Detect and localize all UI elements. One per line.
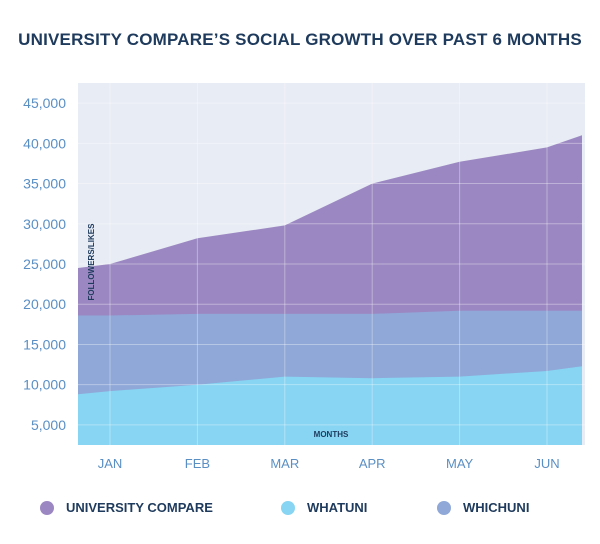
y-tick-label: 40,000 [23, 135, 66, 151]
y-tick-label: 25,000 [23, 256, 66, 272]
y-tick-label: 15,000 [23, 336, 66, 352]
legend-label-whatuni: WHATUNI [307, 500, 368, 515]
y-tick-label: 35,000 [23, 176, 66, 192]
x-tick-label: FEB [185, 456, 210, 471]
x-axis-label: MONTHS [314, 430, 349, 439]
y-tick-label: 20,000 [23, 296, 66, 312]
x-tick-label: MAR [270, 456, 299, 471]
y-axis-label: FOLLOWERS/LIKES [87, 223, 96, 301]
x-tick-label: APR [359, 456, 386, 471]
y-tick-label: 10,000 [23, 377, 66, 393]
legend: UNIVERSITY COMPARE WHATUNI WHICHUNI [0, 500, 600, 524]
x-tick-label: MAY [446, 456, 474, 471]
legend-item-university-compare: UNIVERSITY COMPARE [40, 500, 213, 515]
chart-title: UNIVERSITY COMPARE’S SOCIAL GROWTH OVER … [18, 30, 582, 49]
legend-swatch-whichuni [437, 500, 451, 515]
x-tick-label: JUN [534, 456, 559, 471]
y-tick-label: 30,000 [23, 216, 66, 232]
legend-swatch-university-compare [40, 500, 54, 515]
legend-label-whichuni: WHICHUNI [463, 500, 530, 515]
legend-item-whichuni: WHICHUNI [437, 500, 529, 515]
legend-swatch-whatuni [281, 500, 295, 515]
area-whatuni [78, 366, 582, 445]
y-tick-label: 45,000 [23, 95, 66, 111]
legend-label-university-compare: UNIVERSITY COMPARE [66, 500, 213, 515]
y-tick-label: 5,000 [31, 417, 66, 433]
x-tick-label: JAN [98, 456, 123, 471]
legend-item-whatuni: WHATUNI [281, 500, 367, 515]
